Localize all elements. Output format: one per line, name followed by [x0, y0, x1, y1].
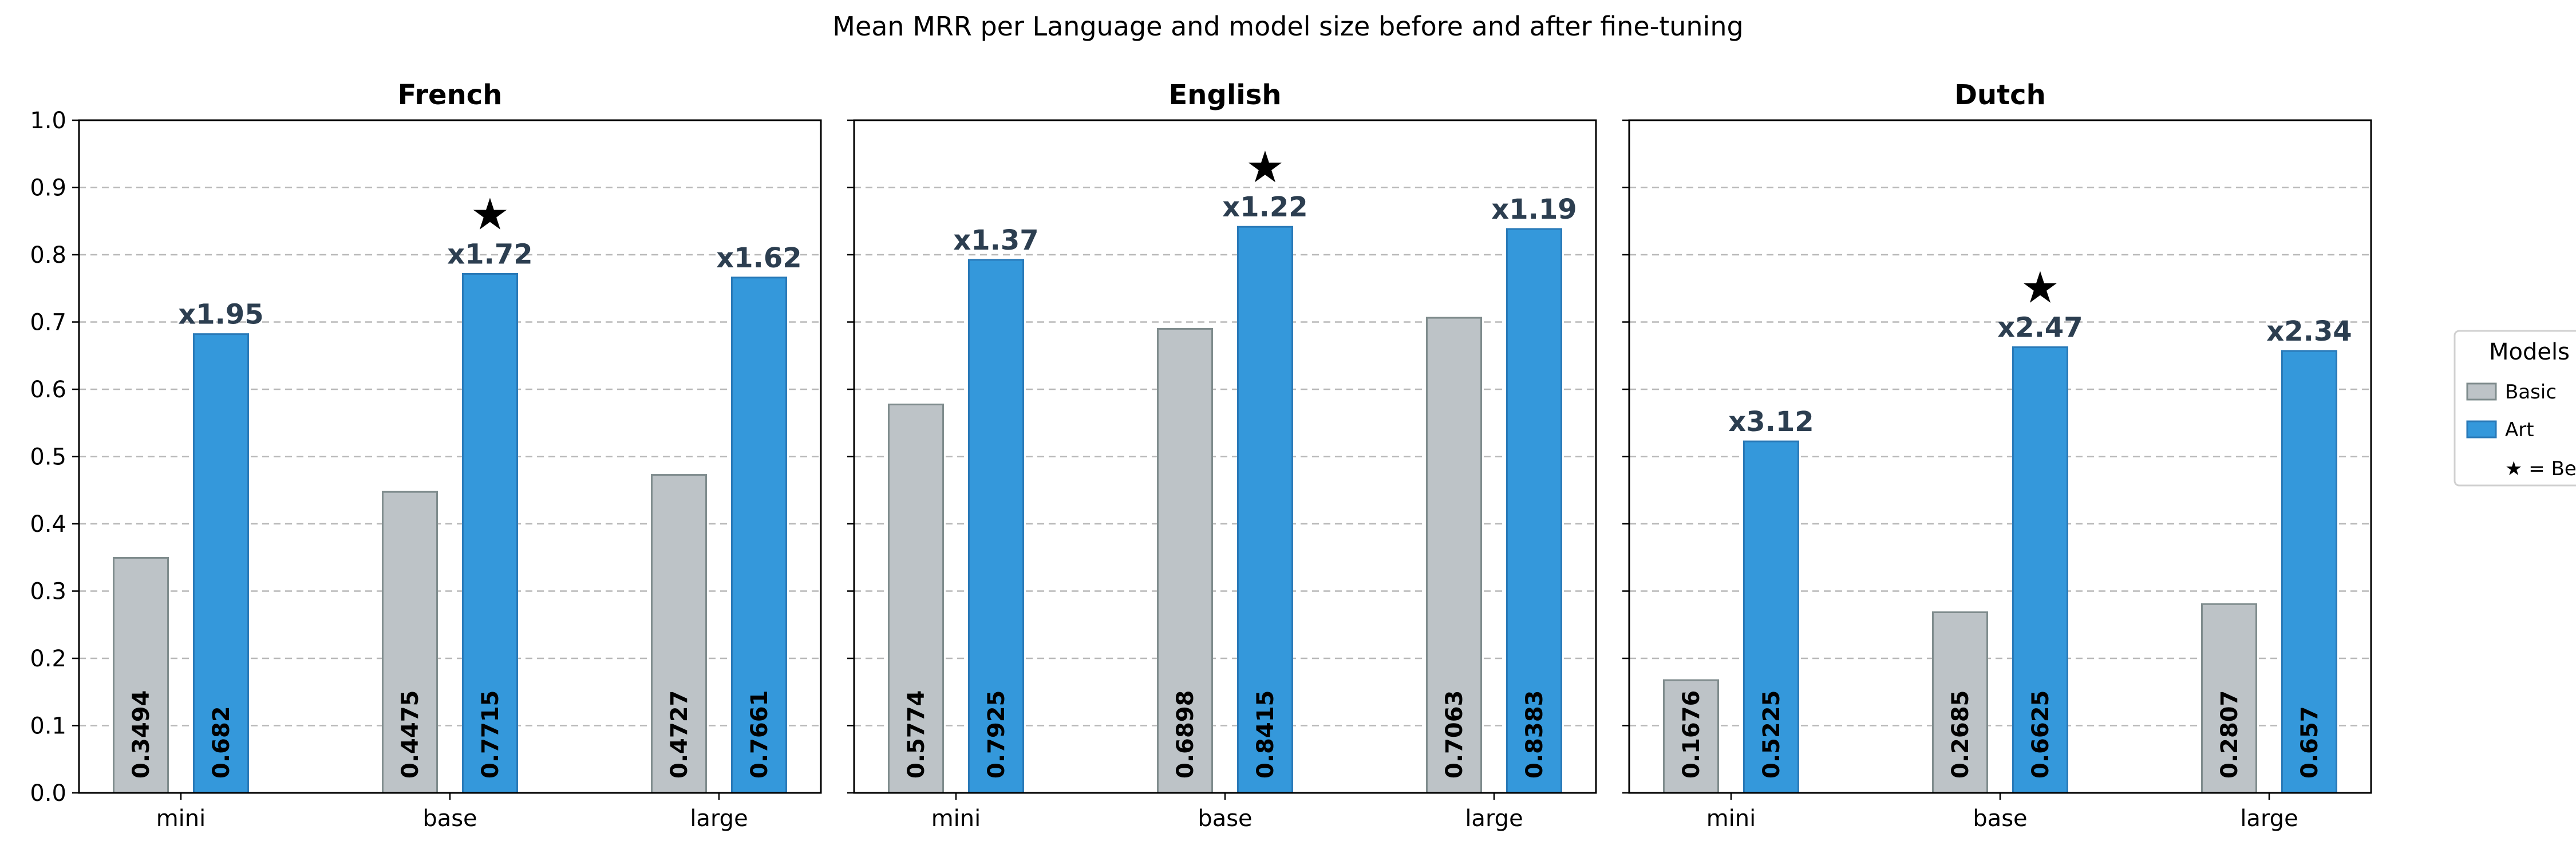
dutch-x-tick-label: base: [1973, 805, 2027, 832]
english-bar-basic-base: [1157, 327, 1213, 794]
y-tick-label: 0.2: [30, 646, 66, 672]
french-bar-basic-mini: [113, 556, 169, 794]
dutch-bar-value-label: 0.1676: [1678, 690, 1705, 779]
french-ratio-label: x1.95: [178, 299, 263, 331]
english-bar-value-label: 0.8415: [1253, 690, 1279, 779]
english-x-tick-label: large: [1465, 805, 1523, 832]
y-tick-label: 0.7: [30, 310, 66, 336]
french-ratio-label: x1.62: [716, 242, 801, 274]
english-ratio-label: x1.19: [1491, 193, 1577, 226]
dutch-bar-basic-large: [2201, 603, 2257, 794]
dutch-bar-basic-mini: [1663, 679, 1719, 794]
dutch-ratio-label: x2.47: [1997, 312, 2083, 344]
french-bar-value-label: 0.7715: [477, 690, 504, 779]
english-bar-value-label: 0.8383: [1522, 690, 1548, 779]
dutch-bar-value-label: 0.657: [2297, 706, 2323, 779]
english-bar-value-label: 0.5774: [903, 690, 930, 779]
legend-best-note: ★ = Best: [2505, 457, 2576, 480]
dutch-ratio-label: x2.34: [2266, 315, 2352, 347]
english-x-tick-label: mini: [931, 805, 981, 832]
french-x-tick-label: large: [690, 805, 748, 832]
legend-swatch-basic: [2466, 382, 2497, 401]
dutch-bar-value-label: 0.2685: [1947, 690, 1974, 779]
legend-box: [2453, 330, 2576, 487]
legend-label-basic: Basic: [2505, 381, 2557, 404]
french-bar-basic-base: [382, 491, 438, 794]
english-bar-value-label: 0.7925: [983, 690, 1010, 779]
french-plot-frame: [78, 119, 822, 794]
dutch-bar-value-label: 0.6625: [2028, 690, 2054, 779]
french-x-tick-label: mini: [156, 805, 206, 832]
dutch-bar-value-label: 0.2807: [2217, 690, 2243, 779]
french-bar-value-label: 0.7661: [746, 690, 773, 779]
legend-title: Models: [2489, 339, 2570, 365]
y-tick-label: 0.9: [30, 175, 66, 202]
french-bar-value-label: 0.4727: [666, 690, 693, 779]
french-bar-value-label: 0.682: [208, 706, 235, 779]
dutch-ratio-label: x3.12: [1728, 406, 1814, 438]
legend-swatch-art: [2466, 420, 2497, 439]
french-panel-title: French: [398, 79, 503, 111]
y-tick-label: 1.0: [30, 108, 66, 134]
dutch-x-tick-label: large: [2240, 805, 2298, 832]
french-bar-art-base: [462, 272, 518, 794]
y-tick-label: 0.0: [30, 780, 66, 807]
chart-title: Mean MRR per Language and model size bef…: [832, 11, 1743, 42]
dutch-best-star-icon: ★: [2021, 262, 2060, 313]
y-tick-label: 0.8: [30, 242, 66, 268]
english-bar-basic-large: [1426, 317, 1482, 794]
y-tick-label: 0.6: [30, 377, 66, 403]
dutch-x-tick-label: mini: [1706, 805, 1756, 832]
french-bar-value-label: 0.3494: [128, 690, 155, 779]
dutch-bar-value-label: 0.5225: [1759, 690, 1785, 779]
english-best-star-icon: ★: [1246, 141, 1285, 192]
english-ratio-label: x1.37: [953, 224, 1038, 256]
french-bar-value-label: 0.4475: [397, 690, 424, 779]
english-ratio-label: x1.22: [1222, 191, 1307, 223]
french-best-star-icon: ★: [471, 188, 509, 239]
dutch-bar-art-large: [2281, 350, 2337, 794]
english-x-tick-label: base: [1198, 805, 1252, 832]
y-tick-label: 0.5: [30, 444, 66, 471]
y-tick-label: 0.4: [30, 511, 66, 538]
french-bar-art-mini: [193, 333, 249, 794]
english-plot-frame: [853, 119, 1597, 794]
y-tick-label: 0.1: [30, 713, 66, 740]
english-bar-art-large: [1506, 228, 1562, 794]
english-bar-value-label: 0.7063: [1441, 690, 1468, 779]
french-x-tick-label: base: [422, 805, 477, 832]
dutch-plot-frame: [1628, 119, 2372, 794]
french-ratio-label: x1.72: [447, 238, 532, 270]
french-bar-basic-large: [651, 474, 707, 794]
dutch-panel-title: Dutch: [1954, 79, 2046, 111]
y-tick-label: 0.3: [30, 579, 66, 605]
legend-label-art: Art: [2505, 418, 2534, 441]
english-bar-value-label: 0.6898: [1172, 690, 1199, 779]
english-panel-title: English: [1169, 79, 1282, 111]
